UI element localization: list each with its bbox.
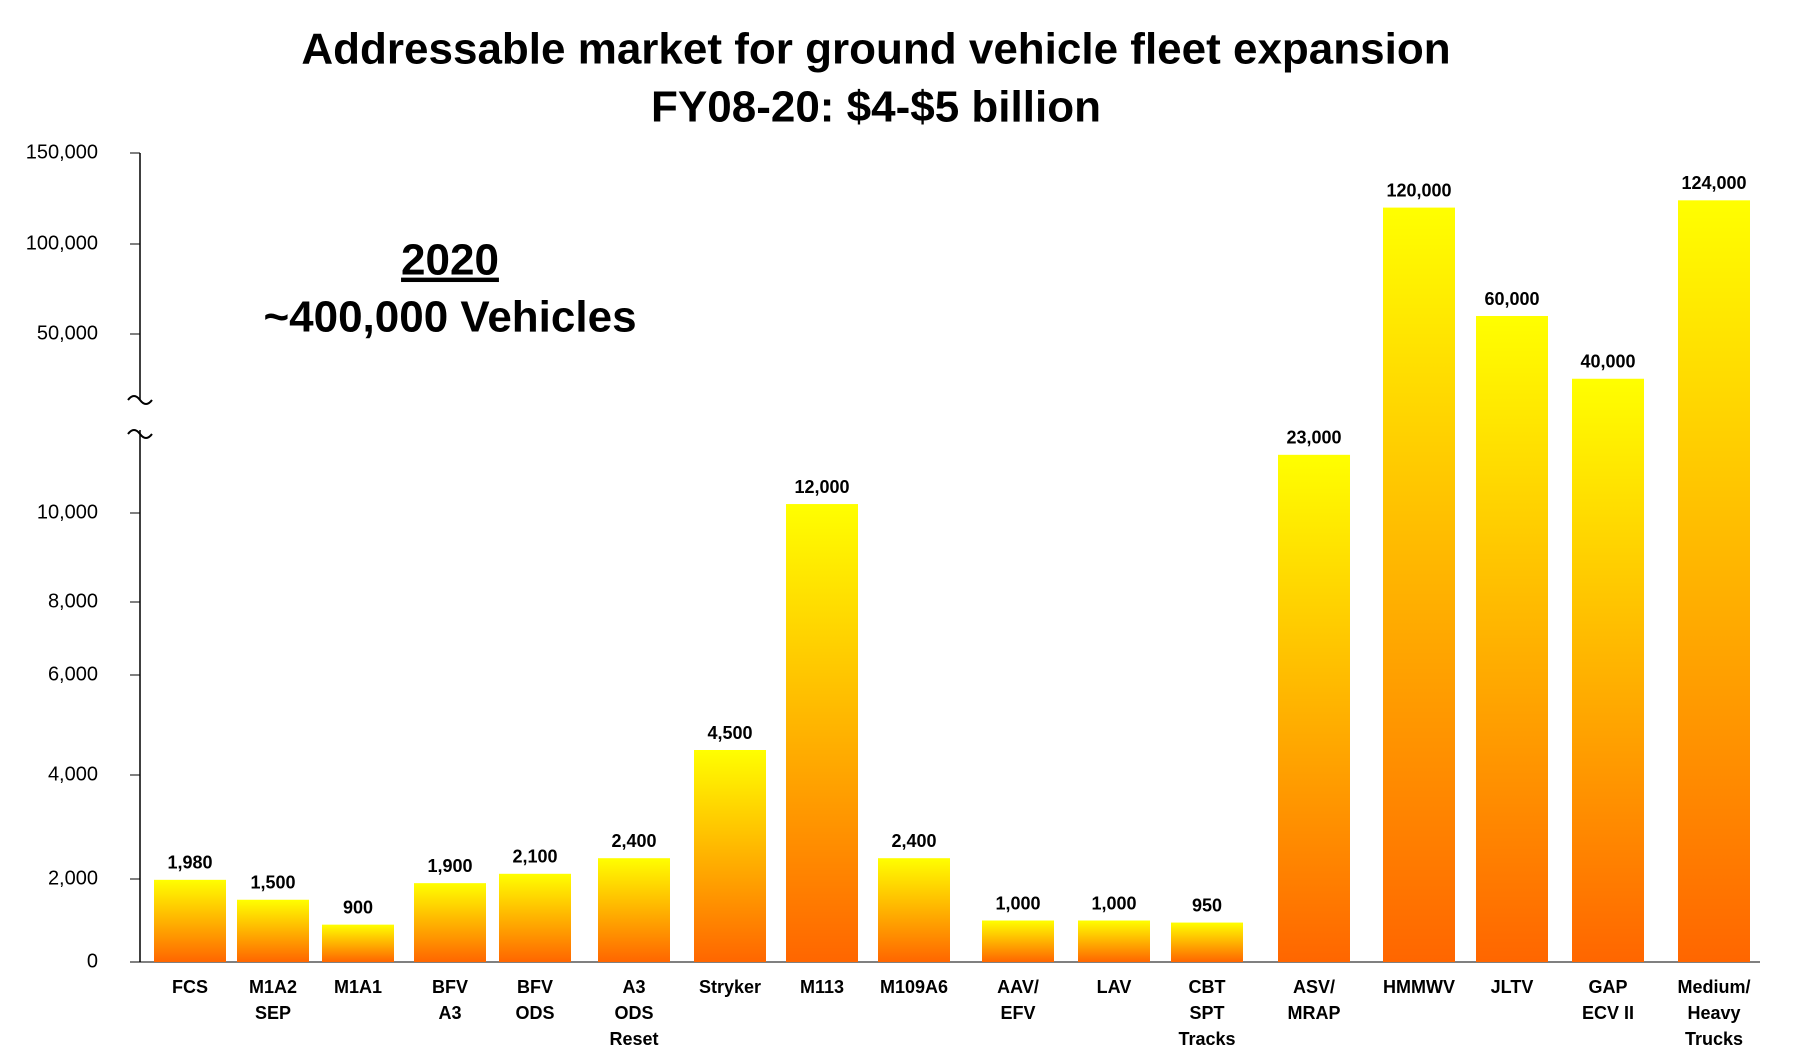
value-label: 2,400 bbox=[611, 831, 656, 851]
y-tick-label: 50,000 bbox=[37, 322, 98, 344]
value-label: 2,100 bbox=[512, 847, 557, 867]
bar bbox=[1572, 378, 1644, 962]
y-tick-label: 150,000 bbox=[26, 141, 98, 163]
x-tick-label: Heavy bbox=[1687, 1003, 1740, 1023]
y-tick-label: 6,000 bbox=[48, 663, 98, 685]
value-label: 1,900 bbox=[427, 856, 472, 876]
value-label: 60,000 bbox=[1484, 289, 1539, 309]
x-tick-label: M109A6 bbox=[880, 977, 948, 997]
x-tick-label: FCS bbox=[172, 977, 208, 997]
y-tick-label: 0 bbox=[87, 950, 98, 972]
bar bbox=[322, 924, 394, 962]
x-tick-label: Reset bbox=[609, 1029, 658, 1049]
bar bbox=[694, 750, 766, 962]
x-tick-label: ODS bbox=[614, 1003, 653, 1023]
x-tick-label: GAP bbox=[1588, 977, 1627, 997]
value-label: 1,000 bbox=[1091, 893, 1136, 913]
value-label: 1,500 bbox=[250, 873, 295, 893]
x-tick-label: A3 bbox=[438, 1003, 461, 1023]
x-tick-label: CBT bbox=[1189, 977, 1226, 997]
bar bbox=[786, 504, 858, 962]
annotation: 2020 bbox=[401, 236, 499, 285]
value-label: 900 bbox=[343, 897, 373, 917]
value-label: 1,980 bbox=[167, 853, 212, 873]
bar bbox=[499, 873, 571, 962]
value-label: 120,000 bbox=[1386, 180, 1451, 200]
bar bbox=[1078, 920, 1150, 962]
value-label: 12,000 bbox=[794, 477, 849, 497]
chart-subtitle: FY08-20: $4-$5 billion bbox=[651, 83, 1101, 132]
x-tick-label: EFV bbox=[1000, 1003, 1035, 1023]
x-tick-label: Medium/ bbox=[1677, 977, 1750, 997]
value-label: 950 bbox=[1192, 895, 1222, 915]
x-tick-label: LAV bbox=[1097, 977, 1132, 997]
value-label: 124,000 bbox=[1681, 173, 1746, 193]
x-tick-label: JLTV bbox=[1491, 977, 1534, 997]
x-tick-label: M1A2 bbox=[249, 977, 297, 997]
x-tick-label: Tracks bbox=[1178, 1029, 1235, 1049]
bar bbox=[414, 883, 486, 962]
chart-title: Addressable market for ground vehicle fl… bbox=[301, 25, 1450, 74]
y-tick-label: 10,000 bbox=[37, 501, 98, 523]
x-tick-label: Stryker bbox=[699, 977, 761, 997]
x-tick-label: AAV/ bbox=[997, 977, 1039, 997]
bar bbox=[1476, 316, 1548, 962]
bar bbox=[237, 899, 309, 962]
bar bbox=[598, 858, 670, 962]
x-tick-label: SEP bbox=[255, 1003, 291, 1023]
value-label: 2,400 bbox=[891, 831, 936, 851]
x-tick-label: SPT bbox=[1189, 1003, 1224, 1023]
bar bbox=[878, 858, 950, 962]
x-tick-label: Trucks bbox=[1685, 1029, 1743, 1049]
x-tick-label: BFV bbox=[517, 977, 553, 997]
x-tick-label: ASV/ bbox=[1293, 977, 1335, 997]
x-tick-label: ODS bbox=[515, 1003, 554, 1023]
x-tick-label: BFV bbox=[432, 977, 468, 997]
bar bbox=[1383, 207, 1455, 963]
bar bbox=[1278, 454, 1350, 962]
value-label: 4,500 bbox=[707, 723, 752, 743]
y-tick-label: 8,000 bbox=[48, 590, 98, 612]
x-tick-label: MRAP bbox=[1288, 1003, 1341, 1023]
y-tick-label: 2,000 bbox=[48, 867, 98, 889]
x-tick-label: A3 bbox=[622, 977, 645, 997]
axis-break bbox=[127, 429, 153, 439]
x-tick-label: M113 bbox=[800, 977, 844, 997]
x-tick-label: ECV II bbox=[1582, 1003, 1634, 1023]
value-label: 23,000 bbox=[1286, 428, 1341, 448]
bar bbox=[1171, 922, 1243, 962]
value-label: 1,000 bbox=[995, 893, 1040, 913]
bar bbox=[154, 879, 226, 962]
x-tick-label: M1A1 bbox=[334, 977, 382, 997]
axis-break bbox=[127, 395, 153, 405]
y-tick-label: 100,000 bbox=[26, 232, 98, 254]
bar bbox=[1678, 200, 1750, 962]
bar bbox=[982, 920, 1054, 962]
x-tick-label: HMMWV bbox=[1383, 977, 1455, 997]
value-label: 40,000 bbox=[1580, 352, 1635, 372]
y-tick-label: 4,000 bbox=[48, 763, 98, 785]
annotation: ~400,000 Vehicles bbox=[263, 293, 636, 342]
